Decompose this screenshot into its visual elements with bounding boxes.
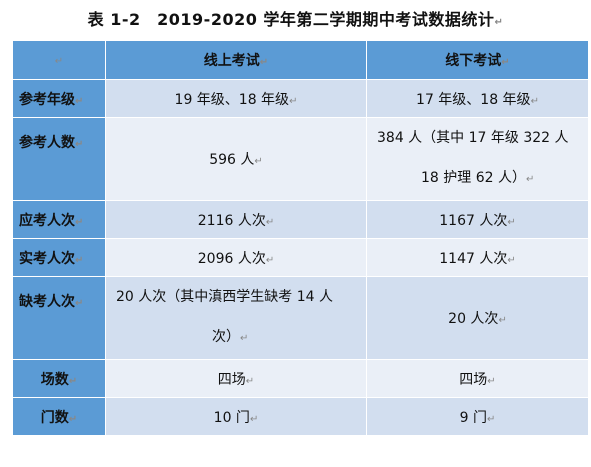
table-title: 表 1-2 2019-2020 学年第二学期期中考试数据统计↵ xyxy=(87,10,504,29)
online-cell: 10 门↵ xyxy=(105,397,367,436)
table-row: 门数↵ 10 门↵ 9 门↵ xyxy=(12,397,589,436)
online-cell: 20 人次（其中滇西学生缺考 14 人 次）↵ xyxy=(105,276,367,360)
row-label: 实考人次↵ xyxy=(12,238,106,277)
offline-cell: 四场↵ xyxy=(366,359,589,398)
offline-cell: 17 年级、18 年级↵ xyxy=(366,79,589,118)
table-row: 实考人次↵ 2096 人次↵ 1147 人次↵ xyxy=(12,238,589,277)
header-offline-exam: 线下考试↵ xyxy=(366,40,589,80)
online-cell: 596 人↵ xyxy=(105,117,367,201)
offline-cell-line1: 384 人（其中 17 年级 322 人 xyxy=(377,130,569,146)
row-label: 门数↵ xyxy=(12,397,106,436)
offline-cell: 384 人（其中 17 年级 322 人 18 护理 62 人）↵ xyxy=(366,117,589,201)
table-row: 场数↵ 四场↵ 四场↵ xyxy=(12,359,589,398)
row-label: 参考年级↵ xyxy=(12,79,106,118)
row-label: 场数↵ xyxy=(12,359,106,398)
table-row: 参考人数↵ 596 人↵ 384 人（其中 17 年级 322 人 18 护理 … xyxy=(12,117,589,201)
offline-cell: 1147 人次↵ xyxy=(366,238,589,277)
table-row: 缺考人次↵ 20 人次（其中滇西学生缺考 14 人 次）↵ 20 人次↵ xyxy=(12,276,589,360)
row-label: 缺考人次↵ xyxy=(12,276,106,360)
online-cell: 19 年级、18 年级↵ xyxy=(105,79,367,118)
row-label: 应考人次↵ xyxy=(12,200,106,239)
row-label: 参考人数↵ xyxy=(12,117,106,201)
online-cell-line2: 次）↵ xyxy=(212,329,249,345)
offline-cell: 20 人次↵ xyxy=(366,276,589,360)
online-cell: 2096 人次↵ xyxy=(105,238,367,277)
table-header-row: ↵ 线上考试↵ 线下考试↵ xyxy=(12,40,589,80)
table-row: 参考年级↵ 19 年级、18 年级↵ 17 年级、18 年级↵ xyxy=(12,79,589,118)
exam-stats-table: ↵ 线上考试↵ 线下考试↵ 参考年级↵ 19 年级、18 年级↵ 17 年级、1… xyxy=(12,40,589,436)
online-cell: 2116 人次↵ xyxy=(105,200,367,239)
header-online-exam: 线上考试↵ xyxy=(105,40,367,80)
offline-cell: 9 门↵ xyxy=(366,397,589,436)
header-corner-cell: ↵ xyxy=(12,40,106,80)
online-cell-line1: 20 人次（其中滇西学生缺考 14 人 xyxy=(116,289,333,305)
offline-cell-line2: 18 护理 62 人）↵ xyxy=(421,170,535,186)
offline-cell: 1167 人次↵ xyxy=(366,200,589,239)
table-row: 应考人次↵ 2116 人次↵ 1167 人次↵ xyxy=(12,200,589,239)
online-cell: 四场↵ xyxy=(105,359,367,398)
